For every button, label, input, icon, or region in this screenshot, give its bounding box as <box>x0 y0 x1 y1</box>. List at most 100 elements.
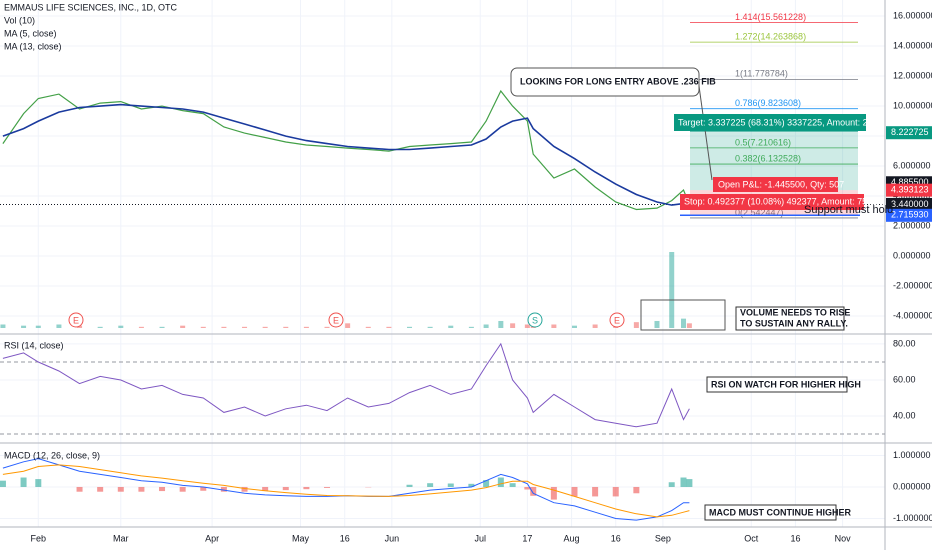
stop-box <box>680 194 864 210</box>
volume-bar <box>571 325 577 328</box>
price-label: 3.440000 <box>891 199 929 209</box>
macd-histogram-bar <box>159 486 166 492</box>
macd-histogram-bar <box>76 486 83 492</box>
series-line <box>2 89 690 211</box>
y-tick-label: 0.000000 <box>893 481 931 491</box>
x-tick-label: Apr <box>205 533 219 543</box>
event-marker <box>527 312 543 328</box>
macd-histogram-bar <box>530 486 537 496</box>
pnl-box <box>713 177 838 192</box>
callout-text: LOOKING FOR LONG ENTRY ABOVE .236 FIB <box>520 76 716 86</box>
volume-bar <box>681 318 687 328</box>
volume-bar <box>498 320 504 328</box>
macd-histogram-bar <box>483 480 490 487</box>
y-tick-label: 40.00 <box>893 410 916 420</box>
target-text: Target: 3.337225 (68.31%) 3337225, Amoun… <box>678 117 895 127</box>
event-label: S <box>532 315 538 325</box>
volume-bar <box>407 326 413 328</box>
event-label: E <box>614 315 620 325</box>
volume-bar <box>324 326 330 328</box>
macd-histogram-bar <box>282 486 289 491</box>
volume-bar <box>427 326 433 328</box>
x-tick-label: Aug <box>564 533 580 543</box>
event-label: E <box>333 315 339 325</box>
y-tick-label: 2.000000 <box>893 220 931 230</box>
volume-bar <box>138 326 144 328</box>
volume-bar <box>483 324 489 328</box>
volume-bar <box>654 320 660 328</box>
macd-histogram-bar <box>680 477 687 487</box>
series-line <box>2 342 690 428</box>
fib-label: 1.272(14.263868) <box>735 31 806 41</box>
note-text: TO SUSTAIN ANY RALLY. <box>740 318 848 328</box>
volume-bar <box>468 326 474 328</box>
price-label: 2.715930 <box>891 210 929 220</box>
volume-bar <box>200 326 206 328</box>
volume-bar <box>510 323 516 328</box>
volume-bar <box>262 326 268 328</box>
y-tick-label: -4.000000 <box>893 310 932 320</box>
overlay: EMMAUS LIFE SCIENCES, INC., 1D, OTC Vol … <box>4 2 895 521</box>
note-text: RSI ON WATCH FOR HIGHER HIGH <box>711 379 861 389</box>
price-label-box <box>886 183 932 197</box>
macd-histogram-bar <box>524 486 531 490</box>
volume-bar <box>386 326 392 328</box>
macd-histogram-bar <box>686 479 693 487</box>
note-box <box>704 504 837 521</box>
fib-label: 0.5(7.210616) <box>735 137 791 147</box>
volume-bar <box>77 325 83 328</box>
volume-box <box>640 299 726 331</box>
volume-bar <box>365 326 371 328</box>
series-line <box>2 464 690 518</box>
y-tick-label: 80.00 <box>893 338 916 348</box>
macd-histogram-bar <box>35 479 42 487</box>
series-line <box>2 103 690 206</box>
volume-bar <box>448 325 454 328</box>
macd-histogram-bar <box>220 486 227 492</box>
callout-pointer <box>698 85 713 181</box>
macd-histogram-bar <box>427 483 434 487</box>
fib-label: 1(11.778784) <box>735 69 788 79</box>
price-label-box <box>886 126 932 140</box>
macd-histogram-bar <box>117 486 124 492</box>
y-tick-label: 16.000000 <box>893 10 932 20</box>
macd-histogram-bar <box>592 486 599 497</box>
volume-bar <box>551 324 557 328</box>
fib-label: 0(2.542447) <box>735 207 784 217</box>
macd-histogram-bar <box>179 486 186 492</box>
note-text: VOLUME NEEDS TO RISE <box>740 307 850 317</box>
x-tick-label: Mar <box>113 533 129 543</box>
event-marker <box>68 312 84 328</box>
volume-bar <box>345 323 351 328</box>
price-label-box <box>886 197 932 211</box>
macd-histogram-bar <box>509 483 516 487</box>
macd-histogram-bar <box>241 486 248 492</box>
volume-bar <box>669 252 675 328</box>
volume-bar <box>118 325 124 328</box>
volume-bar <box>686 323 692 328</box>
volume-bar <box>97 326 103 328</box>
macd-histogram-bar <box>447 483 454 487</box>
volume-bar <box>221 326 227 328</box>
y-tick-label: 60.00 <box>893 374 916 384</box>
y-tick-label: 0.000000 <box>893 250 931 260</box>
stop-text: Stop: 0.492377 (10.08%) 492377, Amount: … <box>684 196 885 206</box>
x-tick-label: 16 <box>611 533 621 543</box>
price-label: 8.222725 <box>891 127 929 137</box>
macd-histogram-bar <box>497 477 504 487</box>
price-label: 4.393123 <box>891 185 929 195</box>
y-tick-label: 14.000000 <box>893 40 932 50</box>
macd-histogram-bar <box>550 486 557 500</box>
x-tick-label: 16 <box>790 533 800 543</box>
macd-histogram-bar <box>0 480 6 487</box>
y-tick-label: 10.000000 <box>893 100 932 110</box>
macd-histogram-bar <box>20 477 27 487</box>
x-tick-label: 17 <box>522 533 532 543</box>
volume-bar <box>524 324 530 328</box>
chart-title: EMMAUS LIFE SCIENCES, INC., 1D, OTC <box>4 2 178 12</box>
volume-bar <box>303 326 309 328</box>
x-tick-label: Oct <box>744 533 759 543</box>
target-box <box>674 114 866 131</box>
